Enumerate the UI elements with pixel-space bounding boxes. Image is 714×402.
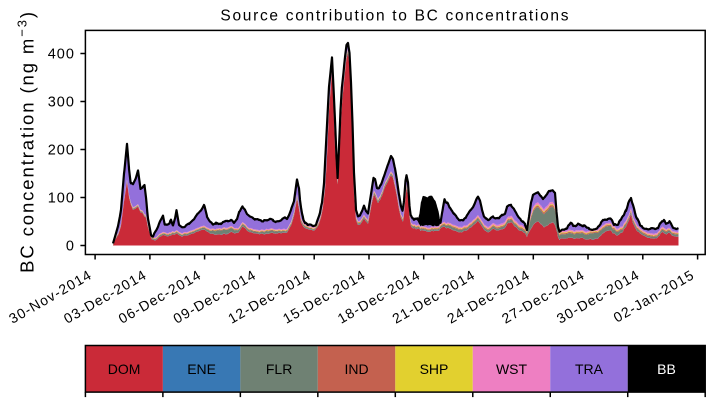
svg-text:0: 0 — [66, 239, 75, 255]
svg-text:IND: IND — [345, 361, 369, 377]
svg-text:WST: WST — [496, 361, 528, 377]
svg-text:SHP: SHP — [420, 361, 449, 377]
svg-text:Source contribution to BC conc: Source contribution to BC concentrations — [220, 8, 570, 25]
svg-text:200: 200 — [48, 143, 75, 159]
svg-text:TRA: TRA — [575, 361, 604, 377]
svg-text:300: 300 — [48, 95, 75, 111]
svg-text:ENE: ENE — [187, 361, 216, 377]
svg-text:FLR: FLR — [266, 361, 292, 377]
svg-text:400: 400 — [48, 47, 75, 63]
svg-text:DOM: DOM — [108, 361, 141, 377]
svg-text:100: 100 — [48, 191, 75, 207]
svg-text:BB: BB — [657, 361, 676, 377]
svg-text:BC concentration (ng m−3): BC concentration (ng m−3) — [15, 10, 38, 273]
